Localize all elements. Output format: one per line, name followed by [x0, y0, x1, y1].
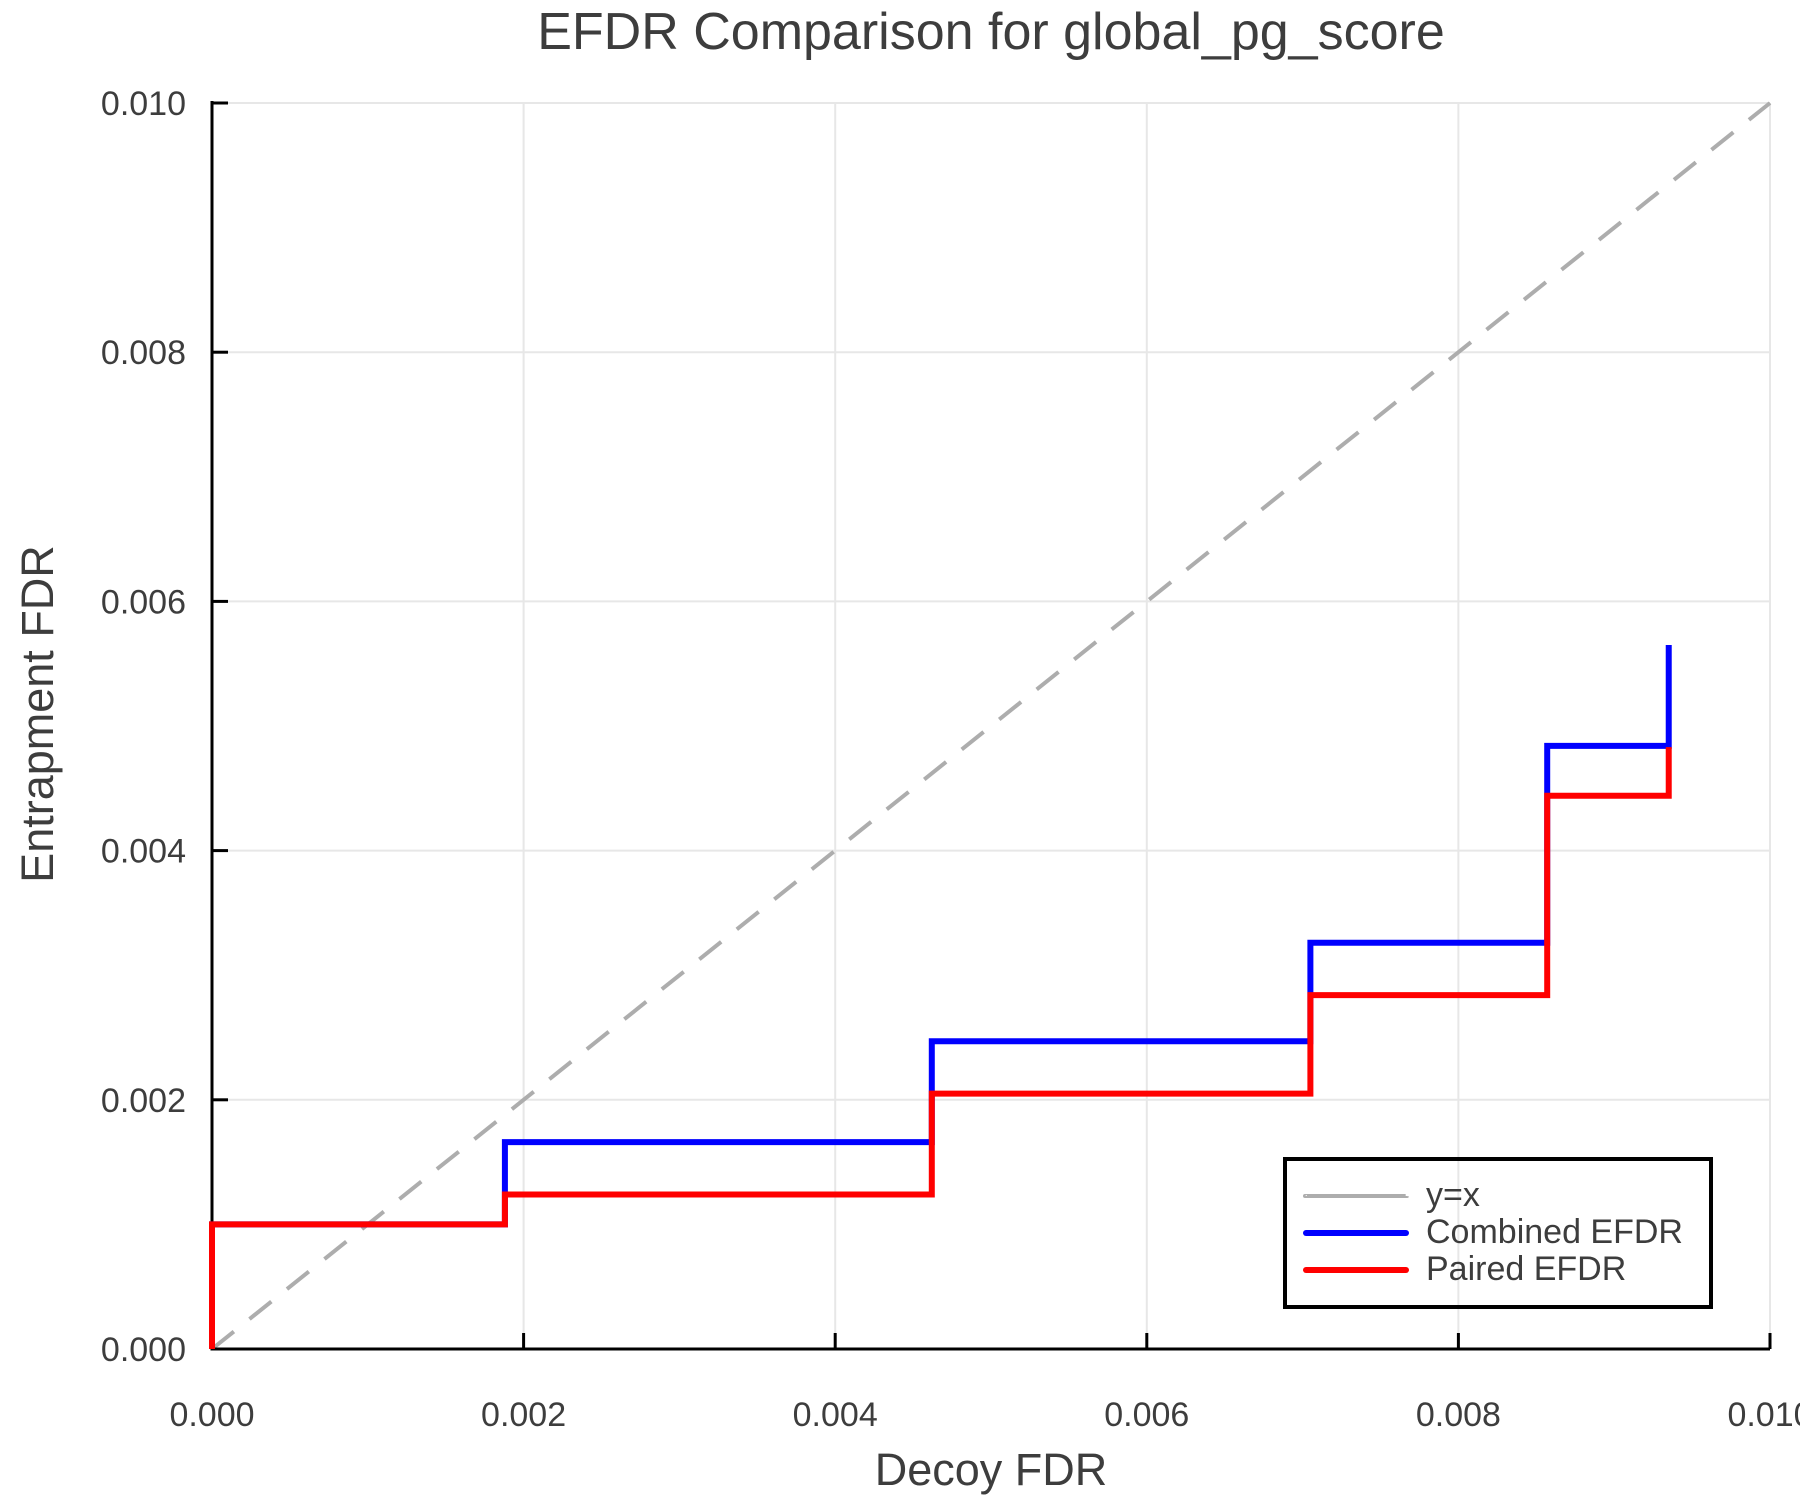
legend-label-yx: y=x [1426, 1176, 1480, 1214]
series-line-paired-efdr [209, 747, 1672, 1349]
legend-line-sample-yx [1303, 1193, 1409, 1198]
x-tick-label: 0.010 [1727, 1396, 1800, 1434]
x-tick-label: 0.002 [481, 1396, 566, 1434]
legend-entry-paired-efdr: Paired EFDR [1303, 1250, 1709, 1288]
y-tick-label: 0.004 [101, 833, 186, 871]
x-tick-label: 0.000 [169, 1396, 254, 1434]
x-axis-label: Decoy FDR [874, 1444, 1108, 1495]
x-tick-label: 0.006 [1104, 1396, 1189, 1434]
legend-entry-yx: y=x [1303, 1176, 1709, 1214]
chart-title: EFDR Comparison for global_pg_score [537, 3, 1445, 61]
x-tick-label: 0.008 [1416, 1396, 1501, 1434]
legend-line-sample-paired-efdr [1303, 1266, 1409, 1273]
legend-label-combined-efdr: Combined EFDR [1426, 1213, 1683, 1251]
y-tick-label: 0.006 [101, 583, 186, 621]
y-tick-label: 0.002 [101, 1082, 186, 1120]
legend-line-sample-combined-efdr [1303, 1229, 1409, 1236]
legend-box: y=x Combined EFDR Paired EFDR [1283, 1157, 1713, 1309]
legend-label-paired-efdr: Paired EFDR [1426, 1250, 1627, 1288]
y-tick-label: 0.008 [101, 334, 186, 372]
y-tick-label: 0.010 [101, 85, 186, 123]
y-axis-label: Entrapment FDR [12, 545, 63, 883]
legend-entry-combined-efdr: Combined EFDR [1303, 1213, 1709, 1251]
x-tick-label: 0.004 [793, 1396, 878, 1434]
y-tick-label: 0.000 [101, 1331, 186, 1369]
